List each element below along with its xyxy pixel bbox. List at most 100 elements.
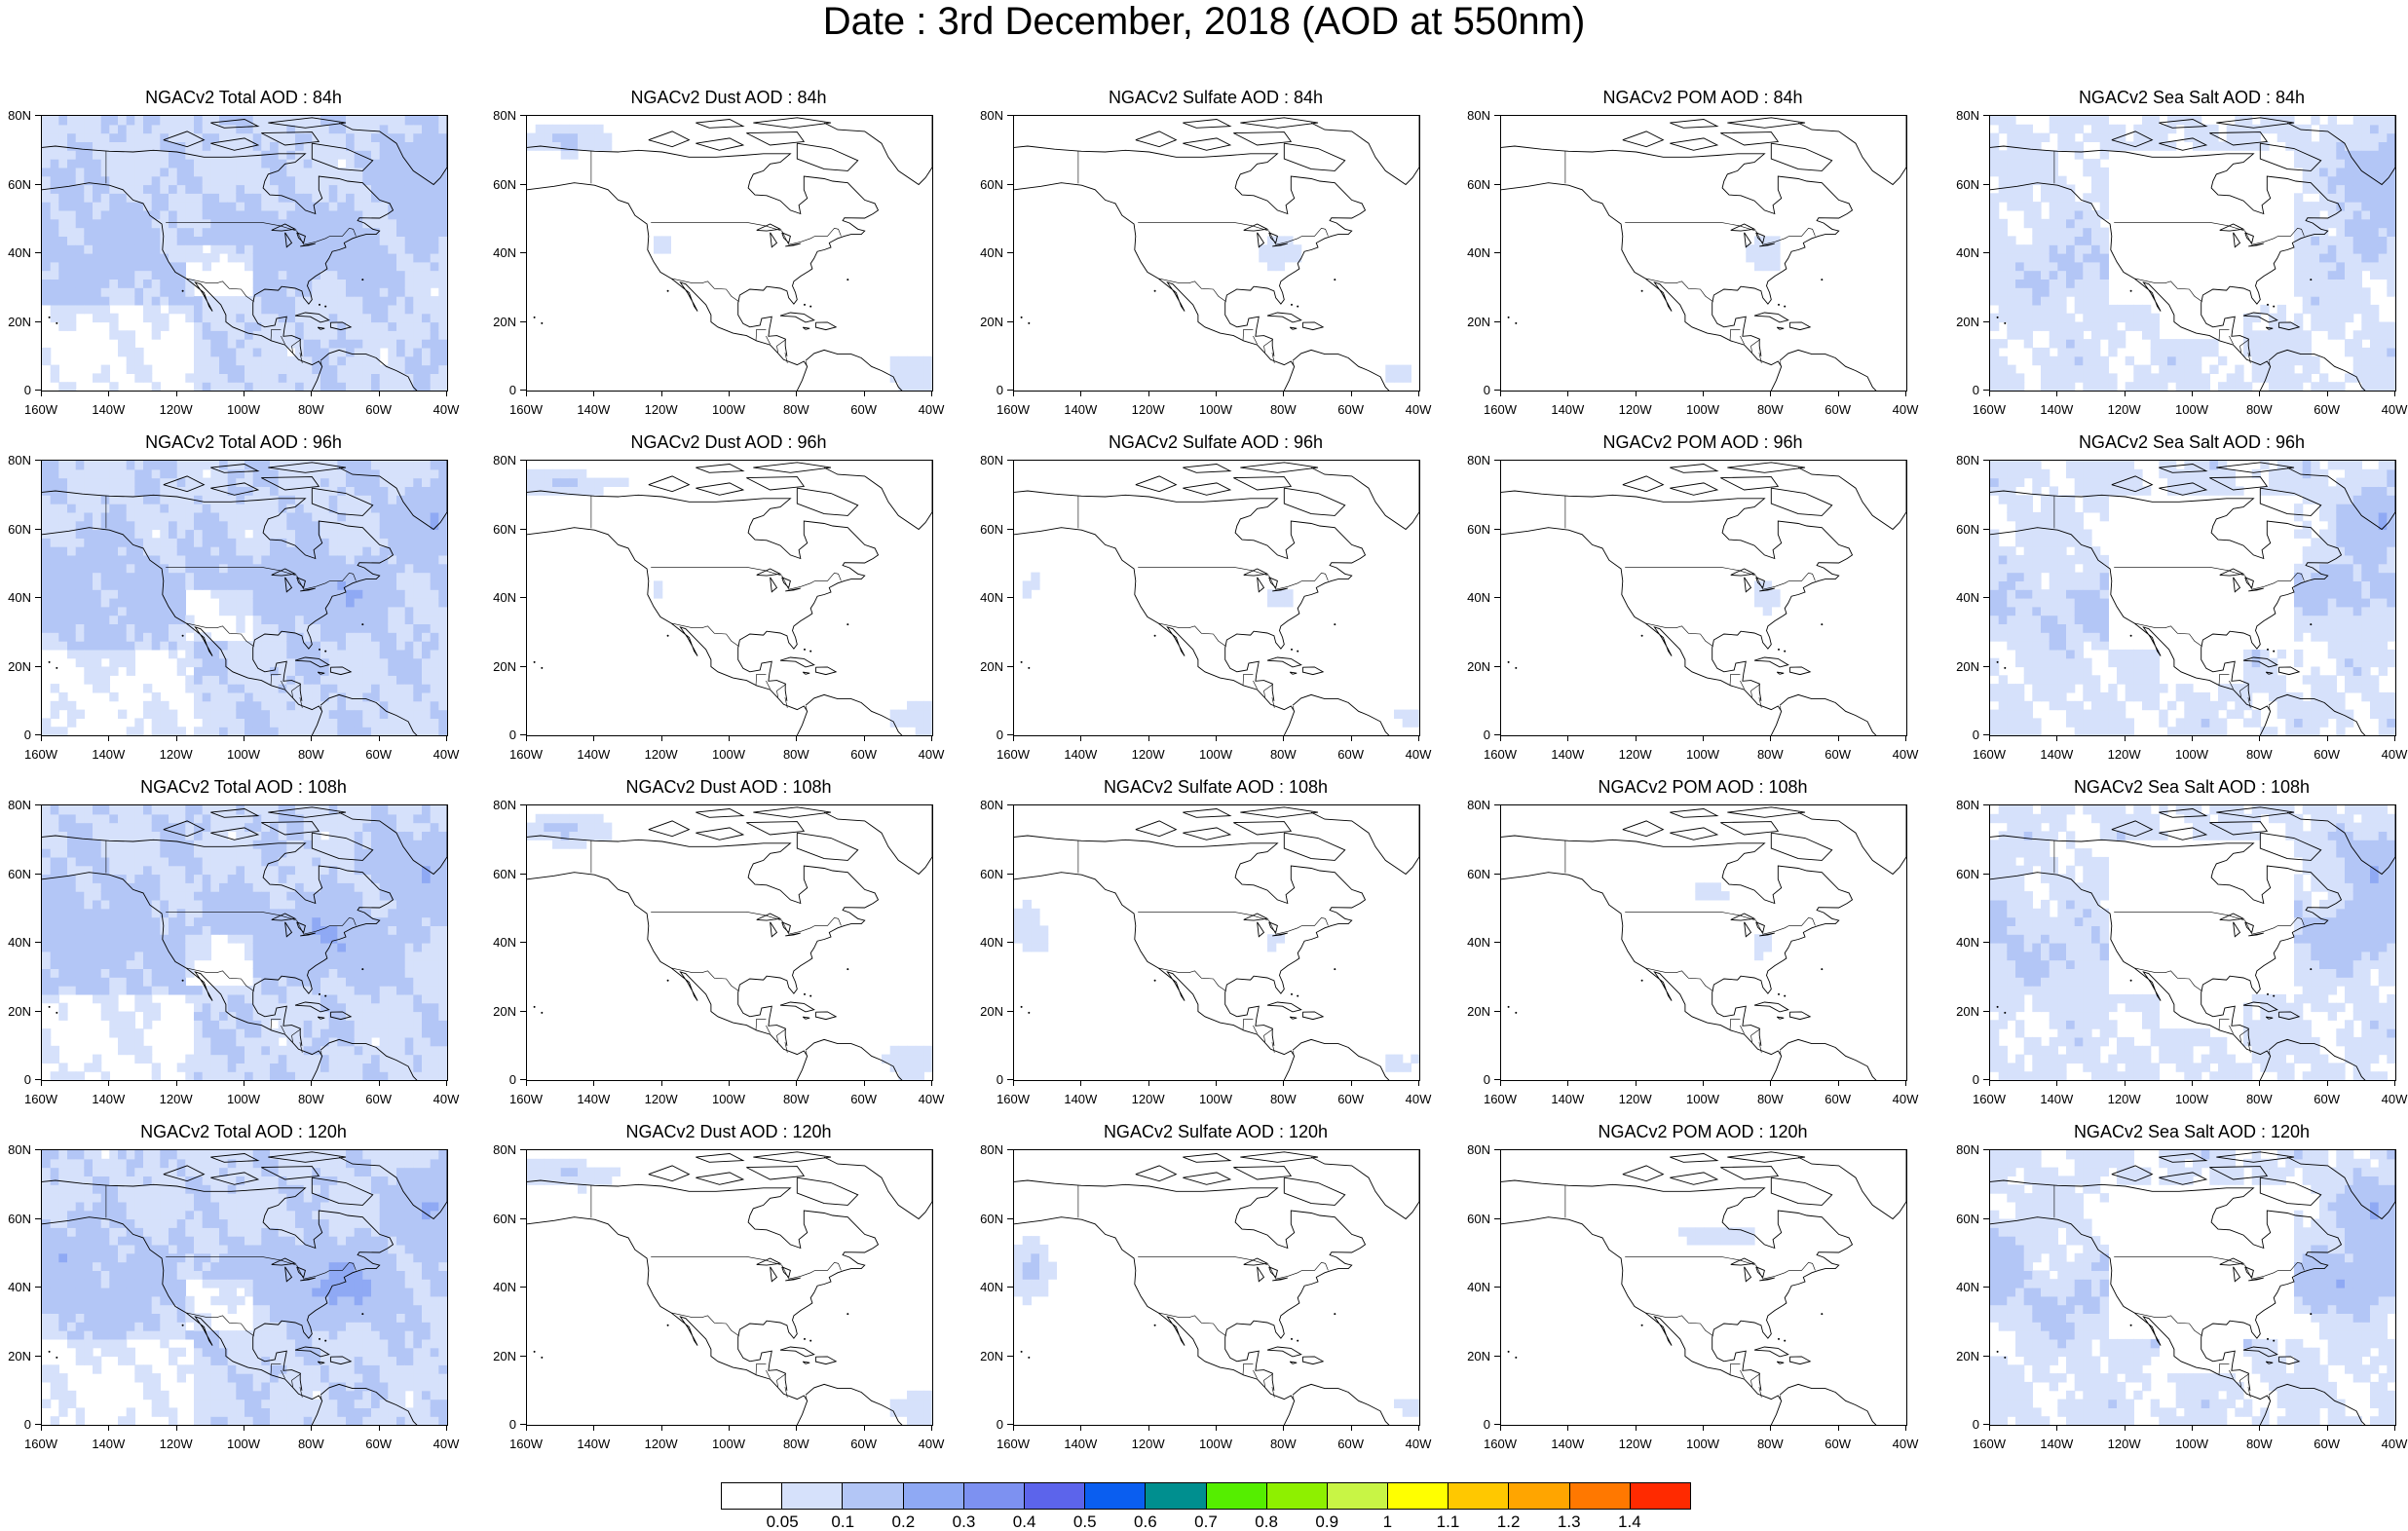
lon-tick-label: 120W: [1618, 747, 1652, 762]
lat-tick: [35, 1355, 41, 1357]
lon-tick: [526, 391, 527, 396]
lon-tick-label: 60W: [1825, 1437, 1852, 1451]
country-borders: [105, 496, 357, 711]
lat-tick: [520, 252, 526, 253]
island-marker: [48, 1350, 51, 1353]
lon-tick: [931, 1425, 932, 1431]
island-marker: [1334, 1313, 1336, 1316]
island-marker: [1821, 968, 1824, 971]
lon-tick-label: 80W: [1269, 1092, 1297, 1106]
lon-tick: [2326, 391, 2328, 396]
lon-tick: [1080, 735, 1082, 741]
lon-tick-label: 40W: [1892, 1092, 1919, 1106]
lat-tick-label: 60N: [980, 1211, 1003, 1226]
lat-tick: [1983, 734, 1989, 735]
map-canvas: [1501, 461, 1906, 735]
lat-tick: [1007, 320, 1013, 322]
map-area: [1989, 1149, 2396, 1426]
lon-tick-label: 140W: [1064, 1092, 1098, 1106]
lon-tick: [593, 1425, 595, 1431]
lon-tick-label: 40W: [918, 1437, 945, 1451]
coastlines: [527, 116, 932, 391]
lat-tick-label: 60N: [1467, 1211, 1490, 1226]
coastlines: [42, 1150, 447, 1425]
lat-tick-label: 0: [1972, 1417, 1979, 1432]
island-marker: [361, 1313, 364, 1316]
lat-tick: [520, 1355, 526, 1357]
lat-tick: [1007, 665, 1013, 667]
lat-tick-label: 40N: [493, 1280, 516, 1294]
lon-tick-label: 40W: [2381, 402, 2408, 417]
lat-tick-label: 0: [996, 1072, 1003, 1087]
lon-tick: [41, 1080, 42, 1086]
island-marker: [1515, 1011, 1518, 1014]
lat-tick: [35, 390, 41, 391]
lat-tick-label: 40N: [1467, 935, 1490, 950]
lon-tick: [175, 1425, 177, 1431]
island-marker: [1640, 634, 1643, 637]
panel-title: NGACv2 Total AOD : 84h: [145, 88, 342, 107]
island-marker: [804, 992, 806, 995]
lon-tick-label: 160W: [997, 402, 1030, 417]
lat-tick: [1007, 597, 1013, 598]
lat-tick: [520, 1217, 526, 1219]
colorbar-swatch: [903, 1483, 964, 1509]
lat-tick: [1494, 873, 1500, 875]
lon-tick: [931, 391, 932, 396]
island-marker: [1784, 994, 1787, 997]
lat-tick-label: 0: [1483, 1072, 1490, 1087]
panel-title: NGACv2 Total AOD : 108h: [140, 777, 347, 797]
map-panel: NGACv2 Total AOD : 120h 80N 60N 40N 20N 0 160W…: [0, 1122, 487, 1455]
colorbar-swatch: [1266, 1483, 1328, 1509]
coastlines: [1014, 116, 1419, 391]
lon-tick-label: 160W: [24, 1437, 57, 1451]
coastlines: [1990, 1150, 2395, 1425]
island-marker: [847, 623, 849, 626]
lat-tick: [1494, 597, 1500, 598]
lon-tick-label: 60W: [850, 747, 878, 762]
colorbar-label: 0.7: [1194, 1512, 1218, 1531]
lat-tick: [1007, 1217, 1013, 1219]
island-marker: [56, 666, 58, 669]
lon-tick: [1770, 391, 1772, 396]
panel-title: NGACv2 POM AOD : 120h: [1598, 1122, 1808, 1141]
lat-tick-label: 40N: [980, 1280, 1003, 1294]
island-marker: [1153, 979, 1156, 982]
colorbar-swatch: [1206, 1483, 1267, 1509]
lon-tick-label: 160W: [1973, 1092, 2006, 1106]
map-canvas: [1990, 461, 2395, 735]
lon-tick: [378, 391, 380, 396]
lon-tick-label: 120W: [2107, 402, 2141, 417]
aod-shading: [1990, 1150, 2395, 1425]
island-marker: [324, 1339, 327, 1342]
map-panel: NGACv2 Sulfate AOD : 84h 80N 60N 40N 20N 0 160…: [972, 88, 1459, 421]
lat-tick-label: 80N: [493, 1142, 516, 1157]
lat-tick: [1494, 115, 1500, 116]
lat-tick: [1007, 1010, 1013, 1012]
lon-tick-label: 120W: [644, 747, 678, 762]
lon-tick: [1837, 735, 1839, 741]
lon-tick-label: 140W: [577, 402, 611, 417]
lat-tick: [1007, 1424, 1013, 1425]
panel-title: NGACv2 Total AOD : 96h: [145, 432, 342, 452]
lon-tick: [796, 1425, 798, 1431]
lat-tick-label: 0: [508, 728, 516, 742]
lat-tick: [520, 320, 526, 322]
lon-tick: [1418, 1425, 1419, 1431]
colorbar-swatch: [1630, 1483, 1690, 1509]
lat-tick: [1007, 252, 1013, 253]
lat-tick: [1007, 734, 1013, 735]
lon-tick: [244, 391, 245, 396]
lat-tick-label: 60N: [1467, 521, 1490, 537]
lon-tick-label: 140W: [1551, 1437, 1585, 1451]
colorbar-swatch: [1449, 1483, 1510, 1509]
lon-tick-label: 40W: [433, 1437, 460, 1451]
lat-tick-label: 60N: [8, 521, 31, 537]
lon-tick-label: 80W: [1269, 747, 1297, 762]
lat-tick: [1983, 183, 1989, 185]
lon-tick: [931, 735, 932, 741]
island-marker: [1020, 1350, 1023, 1353]
lat-tick-label: 40N: [8, 935, 31, 950]
aod-shading: [1746, 236, 1781, 272]
lat-tick: [1007, 115, 1013, 116]
